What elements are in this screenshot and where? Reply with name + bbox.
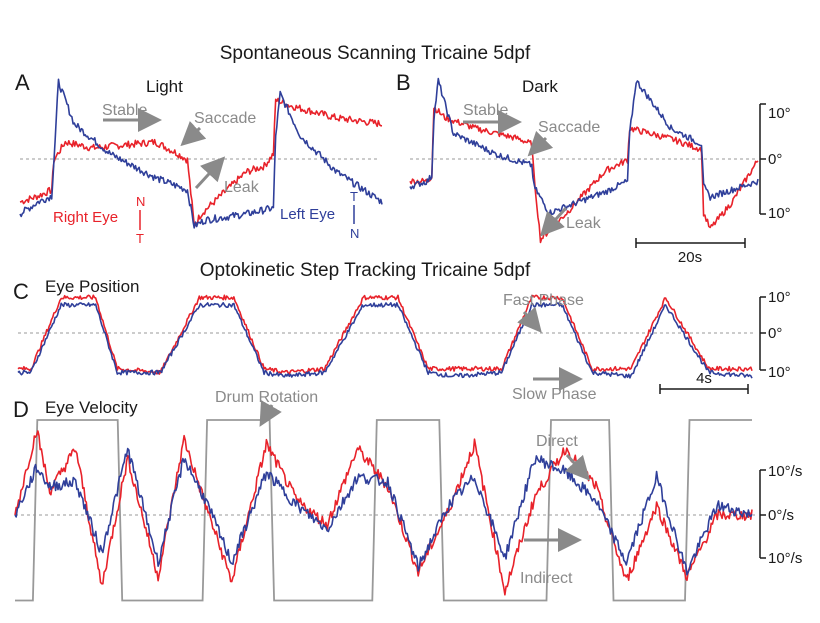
annotation-saccade-a: Saccade [194, 110, 256, 127]
panel-label-c: C [13, 279, 29, 304]
annotation-indirect: Indirect [520, 570, 573, 587]
leak-arrow-b [539, 206, 568, 237]
trace-a-right-eye [19, 97, 383, 227]
tick-c-top: 10° [768, 289, 791, 306]
tick-a-top: 10° [768, 105, 791, 122]
annotation-drum-rotation: Drum Rotation [215, 389, 318, 406]
subtitle-eye-position: Eye Position [45, 277, 140, 296]
legend-right-eye-n: N [136, 194, 145, 209]
trace-b-right-eye [409, 106, 759, 244]
direct-arrow [565, 453, 591, 481]
legend-right-eye-t: T [136, 231, 144, 246]
annotation-leak-b: Leak [566, 215, 602, 232]
subtitle-dark: Dark [522, 77, 558, 96]
annotation-stable-a: Stable [102, 102, 147, 119]
time-scale-4s-label: 4s [696, 370, 712, 387]
annotation-fast-phase: Fast Phase [503, 292, 584, 309]
time-scale-4s: 4s [659, 370, 749, 394]
trace-c-right-eye [17, 294, 753, 375]
trace-d-drum-rotation [15, 419, 752, 602]
leak-arrow-a [194, 156, 226, 190]
subtitle-light: Light [146, 77, 183, 96]
tick-c-bottom: 10° [768, 364, 791, 381]
trace-a-left-eye [19, 78, 383, 229]
saccade-arrow-b [527, 130, 554, 157]
saccade-arrow-a [180, 121, 207, 147]
trace-b-left-eye [409, 77, 759, 217]
legend-left-eye: Left Eye [280, 206, 335, 223]
legend-left-eye-n: N [350, 226, 359, 241]
panel-label-d: D [13, 397, 29, 422]
legend-right-eye: Right Eye [53, 209, 118, 226]
position-scale-top: 10° 0° 10° [759, 103, 791, 222]
time-scale-20s: 20s [635, 238, 746, 266]
tick-c-zero: 0° [768, 325, 782, 342]
tick-a-bottom: 10° [768, 205, 791, 222]
tick-d-zero: 0°/s [768, 507, 794, 524]
title-okn: Optokinetic Step Tracking Tricaine 5dpf [200, 260, 531, 281]
legend-left-eye-t: T [350, 189, 358, 204]
trace-c-left-eye [17, 302, 753, 379]
drum-rotation-arrow [259, 400, 282, 427]
trace-d-right-eye [14, 430, 753, 596]
fast-phase-arrow [517, 306, 542, 333]
position-scale-c: 10° 0° 10° [759, 289, 791, 381]
tick-a-zero: 0° [768, 151, 782, 168]
annotation-saccade-b: Saccade [538, 119, 600, 136]
time-scale-20s-label: 20s [678, 249, 702, 266]
annotation-stable-b: Stable [463, 102, 508, 119]
annotation-leak-a: Leak [224, 179, 260, 196]
tick-d-bottom: 10°/s [768, 550, 802, 567]
trace-group [14, 77, 759, 596]
subtitle-eye-velocity: Eye Velocity [45, 398, 138, 417]
annotation-slow-phase: Slow Phase [512, 386, 597, 403]
annotation-direct: Direct [536, 433, 578, 450]
title-spontaneous: Spontaneous Scanning Tricaine 5dpf [220, 43, 531, 64]
trace-d-left-eye [14, 447, 753, 576]
panel-label-a: A [15, 70, 30, 95]
tick-d-top: 10°/s [768, 463, 802, 480]
velocity-scale-d: 10°/s 0°/s 10°/s [759, 463, 802, 567]
panel-label-b: B [396, 70, 411, 95]
